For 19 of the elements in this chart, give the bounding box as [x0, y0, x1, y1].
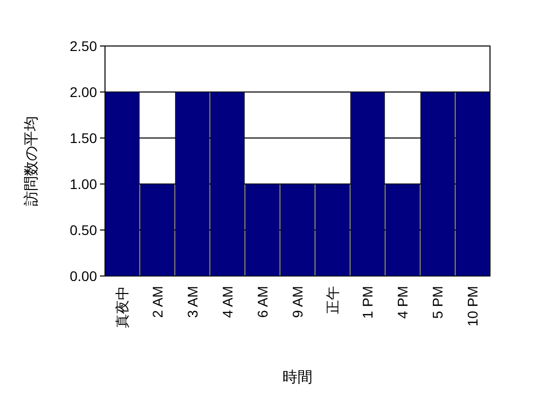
x-tick-label: 2 AM: [149, 286, 166, 318]
y-tick-label: 1.00: [70, 176, 98, 192]
y-tick-label: 2.00: [70, 84, 98, 100]
x-tick-label: 3 AM: [184, 286, 200, 318]
x-tick-label: 正午: [324, 286, 340, 314]
x-tick-label: 5 PM: [430, 286, 446, 319]
x-tick-label: 10 PM: [464, 286, 481, 326]
x-tick-label: 4 AM: [219, 286, 236, 318]
y-tick-label: 0.00: [70, 268, 98, 284]
x-tick-label: 真夜中: [114, 286, 130, 328]
x-tick-label: 6 AM: [254, 286, 270, 318]
x-tick-label: 1 PM: [359, 286, 376, 319]
y-tick-label: 2.50: [70, 38, 98, 54]
y-tick-label: 0.50: [70, 222, 98, 238]
x-tick-label: 9 AM: [289, 286, 306, 318]
y-tick-label: 1.50: [70, 130, 98, 146]
x-axis-title: 時間: [282, 369, 312, 386]
y-axis-title: 訪問数の平均: [23, 116, 40, 206]
x-tick-label: 4 PM: [394, 286, 410, 319]
